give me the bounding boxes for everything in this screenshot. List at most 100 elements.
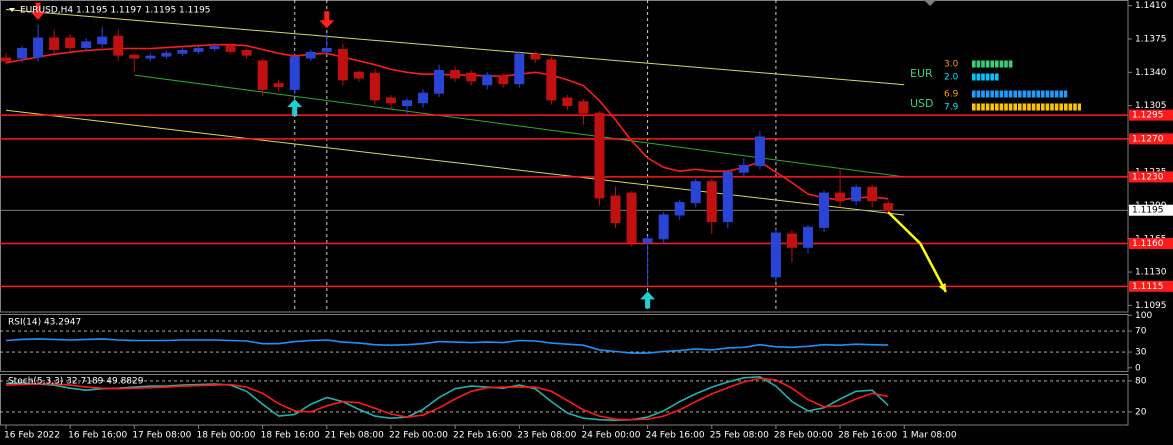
y-tick-label: 30 [1135,348,1147,358]
strength-cell [1036,90,1040,98]
candle-body [498,75,509,85]
level-label: 1.1115 [1132,282,1164,292]
chart-title: EURUSD,H4 1.1195 1.1197 1.1195 1.1195 [20,6,211,16]
buy-arrow [287,99,303,117]
x-tick-label: 24 Feb 16:00 [646,431,705,441]
strength-cell [981,73,985,81]
main-frame [0,0,1129,313]
strength-cell [1004,60,1008,68]
indicator-line [5,338,889,354]
y-tick-label: 70 [1135,327,1147,337]
y-tick-label: 1.1410 [1135,1,1167,11]
candle-body [145,55,156,59]
indicator-line [5,377,889,421]
x-tick-label: 17 Feb 08:00 [132,431,191,441]
axes: 16 Feb 2022 16 Feb 16:00 17 Feb 08:00 18 Fe… [4,1,1173,441]
candle-body [97,36,108,45]
candle-body [786,233,797,248]
strength-cell [1022,90,1027,98]
currency-name: USD [910,97,934,110]
buy-arrow [640,291,656,309]
candle-body [113,35,124,56]
strength-cell [999,60,1004,68]
candle-body [65,37,76,49]
candle-body [289,56,300,90]
candle-body [738,165,749,173]
candle-body [610,195,621,224]
candle-body [402,100,412,107]
y-tick-label: 0 [1135,363,1141,373]
y-tick-label: 20 [1135,407,1147,417]
strength-cell [1050,103,1054,111]
candle-body [49,37,60,50]
candle-body [353,71,364,79]
forecast-arrowhead [938,283,946,293]
currency-name: EUR [910,67,933,80]
candle-body [305,51,316,59]
strength-cell [1027,103,1031,111]
strength-cell [1041,90,1045,98]
candle-body [385,97,396,104]
candle-body [466,72,477,82]
strength-cell [1059,90,1063,98]
candle-body [81,41,92,49]
strength-cell [999,103,1004,111]
sell-arrow [319,11,335,29]
level-label-box [1129,109,1173,121]
strength-cell [1045,90,1050,98]
strength-cell [981,60,985,68]
candle-body [626,192,637,244]
y-tick-label: 1.1095 [1135,301,1167,311]
strength-cell [995,73,999,81]
candle-body [530,53,541,60]
strength-cell [1031,103,1036,111]
candle-body [642,238,653,244]
y-tick-label: 1.1305 [1135,101,1167,111]
strength-value: 6.9 [944,90,959,100]
candle-body [33,37,44,58]
strength-cell [976,90,981,98]
strength-cell [1054,90,1059,98]
candle-body [835,192,846,202]
level-label-box [1129,133,1173,145]
strength-cell [1073,103,1077,111]
y-tick-label: 100 [1135,311,1152,321]
strength-cell [1064,90,1068,98]
current-price-box [1129,204,1173,216]
strength-cell [1054,103,1059,111]
x-tick-label: 18 Feb 00:00 [196,431,255,441]
candle-body [851,186,862,202]
candle-body [369,72,380,101]
strength-value: 2.0 [944,73,959,83]
strength-cell [1004,103,1008,111]
candle-body [225,45,236,52]
strength-cell [990,60,994,68]
stoch-panel [0,375,1128,422]
strength-cell [976,103,981,111]
candle-body [418,92,429,104]
rsi-title: RSI(14) 43.2947 [8,318,81,328]
forecast-line [887,211,948,293]
x-tick-label: 1 Mar 08:00 [902,431,957,441]
strength-value: 3.0 [944,60,959,70]
strength-cell [990,103,994,111]
strength-cell [1059,103,1063,111]
candle-body [17,48,28,59]
strength-cell [990,90,994,98]
strength-cell [995,60,999,68]
strength-cell [999,90,1004,98]
strength-cell [985,73,990,81]
level-label: 1.1160 [1132,239,1164,249]
candle-body [273,83,284,88]
candle-body [722,171,733,223]
x-tick-label: 16 Feb 16:00 [68,431,127,441]
stoch-title: Stoch(5,3,3) 32.7189 49.8829 [8,377,144,387]
candle-body [706,181,717,223]
strength-value: 7.9 [944,103,959,113]
candle-body [803,226,813,248]
candle-body [770,232,781,278]
rsi-panel [0,330,1128,354]
candle-body [1,57,11,62]
x-tick-label: 22 Feb 16:00 [453,431,512,441]
